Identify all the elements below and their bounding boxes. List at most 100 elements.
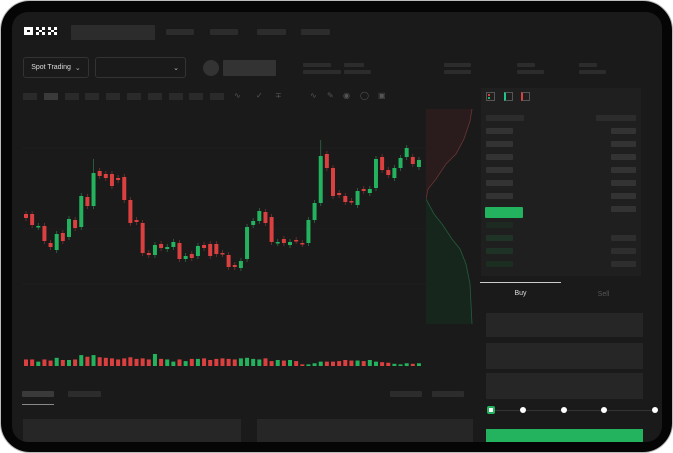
orders-panel-left [23, 419, 241, 442]
buy-button[interactable] [486, 429, 643, 442]
tab-open-orders[interactable] [22, 391, 54, 397]
candle [103, 174, 108, 178]
volume-bar [331, 361, 335, 366]
nav-item[interactable] [301, 29, 330, 35]
trading-screen: Spot Trading ⌄ ⌄ ∿ ✓ ∓ ∿ ✎ ◉ ◯ ▣ Buy Sell [12, 12, 662, 442]
timeframe-button[interactable] [85, 93, 100, 100]
stat-value [579, 70, 606, 74]
nav-item[interactable] [166, 29, 194, 35]
draw-icon[interactable]: ∓ [275, 91, 282, 100]
volume-bar [24, 359, 28, 366]
nav-item[interactable] [257, 29, 286, 35]
orderbook-bids-icon[interactable] [504, 92, 513, 101]
settings-icon[interactable]: ◯ [360, 91, 369, 100]
okx-logo[interactable] [24, 26, 60, 36]
volume-bar [392, 363, 397, 366]
timeframe-button[interactable] [210, 93, 225, 100]
trend-icon[interactable]: ∿ [310, 91, 317, 100]
line-tool-icon[interactable]: ✓ [256, 91, 263, 100]
ask-amount [611, 180, 636, 186]
candle [238, 261, 243, 268]
chevron-down-icon: ⌄ [74, 64, 81, 72]
tab-sell[interactable]: Sell [597, 291, 610, 298]
volume-bar [386, 362, 391, 366]
bid-price [486, 248, 513, 254]
candle [300, 243, 305, 245]
candle [337, 193, 342, 195]
volume-bar [97, 357, 102, 366]
tab-buy[interactable]: Buy [514, 290, 527, 297]
search-bar[interactable] [71, 25, 155, 40]
candle [251, 221, 256, 225]
stat-label [579, 63, 597, 67]
candle [343, 196, 348, 202]
amount-slider[interactable] [490, 410, 656, 411]
candle [66, 219, 71, 237]
candle [318, 156, 323, 203]
pair-name [223, 60, 276, 76]
candle [367, 189, 372, 193]
pencil-icon[interactable]: ✎ [327, 91, 334, 100]
volume-bar [257, 359, 262, 366]
stat-value [444, 70, 471, 74]
timeframe-button[interactable] [168, 93, 183, 100]
volume-bar [140, 358, 145, 366]
volume-bar [318, 361, 323, 366]
candle [177, 243, 182, 259]
filter-button[interactable] [432, 391, 464, 397]
ask-price [486, 193, 513, 199]
orderbook-asks-icon[interactable] [521, 92, 530, 101]
volume-bar [410, 363, 415, 366]
candlestick-chart[interactable] [12, 106, 427, 376]
candle [159, 244, 164, 248]
candle [392, 168, 397, 178]
timeframe-button[interactable] [127, 93, 141, 100]
tab-order-history[interactable] [68, 391, 101, 397]
slider-step-25[interactable] [520, 407, 526, 413]
volume-bar [238, 358, 243, 366]
ask-amount [611, 128, 636, 134]
timeframe-button[interactable] [64, 93, 79, 100]
volume-bar [226, 358, 231, 366]
last-price [485, 207, 523, 218]
candle [24, 214, 28, 218]
candle [128, 200, 133, 223]
volume-bar [312, 363, 317, 366]
total-input[interactable] [486, 373, 643, 399]
market-type-label: Spot Trading [31, 64, 71, 71]
pair-dropdown[interactable]: ⌄ [95, 57, 186, 78]
volume-bar [109, 358, 114, 366]
coin-avatar [203, 60, 219, 76]
candle [79, 196, 84, 227]
stat-value [303, 70, 341, 74]
timeframe-button[interactable] [43, 93, 58, 100]
candle [410, 157, 415, 164]
ask-price [486, 141, 513, 147]
timeframe-button[interactable] [147, 93, 162, 100]
slider-step-75[interactable] [601, 407, 607, 413]
slider-handle[interactable] [487, 406, 495, 414]
slider-step-100[interactable] [652, 407, 658, 413]
volume-bar [251, 358, 256, 366]
volume-bar [208, 360, 213, 366]
filter-button[interactable] [390, 391, 422, 397]
slider-step-50[interactable] [561, 407, 567, 413]
volume-bar [245, 357, 250, 366]
volume-bar [189, 358, 194, 366]
orderbook-both-icon[interactable] [486, 92, 495, 101]
candle [312, 203, 317, 220]
price-input[interactable] [486, 313, 643, 337]
fullscreen-icon[interactable]: ▣ [378, 91, 386, 100]
timeframe-button[interactable] [106, 93, 121, 100]
amount-input[interactable] [486, 343, 643, 369]
timeframe-button[interactable] [23, 93, 37, 100]
candle [85, 197, 90, 206]
market-type-dropdown[interactable]: Spot Trading ⌄ [23, 57, 89, 78]
timeframe-button[interactable] [189, 93, 204, 100]
ask-amount [611, 193, 636, 199]
camera-icon[interactable]: ◉ [343, 91, 350, 100]
bid-price [486, 261, 513, 267]
nav-item[interactable] [210, 29, 238, 35]
candle [380, 157, 385, 170]
indicator-icon[interactable]: ∿ [234, 91, 241, 100]
